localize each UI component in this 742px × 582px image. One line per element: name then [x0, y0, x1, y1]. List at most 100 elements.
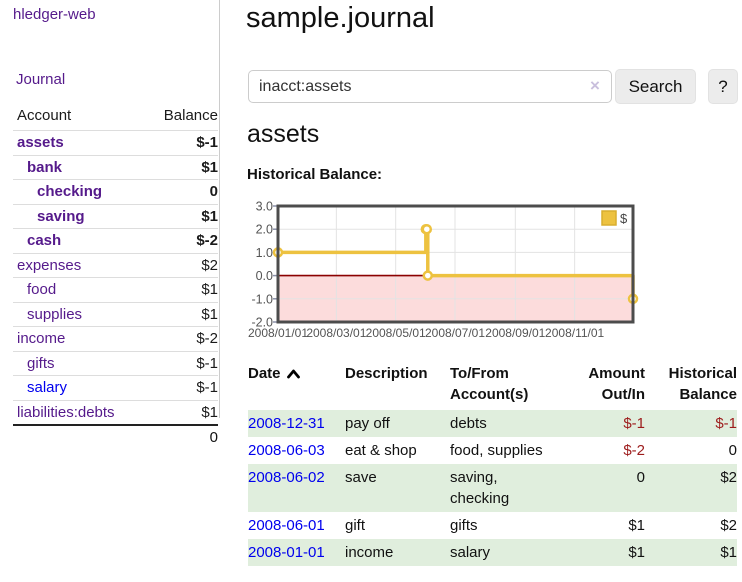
register-accounts: food, supplies [450, 442, 543, 459]
svg-text:0.0: 0.0 [256, 269, 273, 283]
account-row: income $-2 [13, 326, 218, 351]
clear-search-icon[interactable]: × [590, 76, 600, 95]
register-header-date[interactable]: Date [248, 363, 345, 410]
register-header-accounts: To/From Account(s) [450, 365, 529, 403]
register-balance: $1 [645, 539, 737, 566]
account-link-checking[interactable]: checking [37, 183, 103, 200]
account-row: supplies $1 [13, 301, 218, 327]
register-accounts: salary [450, 539, 565, 566]
register-description: save [345, 464, 450, 512]
svg-text:2008/07/01: 2008/07/01 [425, 326, 485, 340]
account-row: salary $-1 [13, 375, 218, 400]
accounts-col-header: Account [17, 107, 72, 124]
account-balance: $1 [143, 154, 218, 180]
register-description: income [345, 539, 450, 566]
register-accounts: saving, checking [450, 464, 565, 512]
accounts-total-value: 0 [143, 424, 218, 450]
register-amount: $-1 [565, 410, 645, 437]
search-button[interactable]: Search [615, 69, 696, 104]
register-balance: $2 [720, 517, 737, 534]
register-date-link[interactable]: 2008-01-01 [248, 544, 325, 561]
account-row: gifts $-1 [13, 350, 218, 376]
svg-text:2008/09/01: 2008/09/01 [485, 326, 545, 340]
account-balance: $1 [143, 277, 218, 302]
svg-text:2.0: 2.0 [256, 223, 273, 237]
register-amount: $-2 [623, 442, 645, 459]
register-amount: 0 [565, 464, 645, 512]
account-row: expenses $2 [13, 252, 218, 278]
account-link-cash[interactable]: cash [27, 232, 62, 249]
account-row: checking 0 [13, 179, 218, 204]
account-balance: $-1 [143, 375, 218, 400]
account-link-saving[interactable]: saving [37, 207, 85, 225]
account-link-salary[interactable]: salary [27, 379, 68, 396]
account-row: liabilities:debts $1 [13, 399, 218, 425]
account-row: bank $1 [13, 154, 218, 180]
account-balance: 0 [143, 179, 218, 204]
accounts-total-row: 0 [13, 424, 218, 450]
register-balance: $2 [645, 464, 737, 512]
sidebar-item-journal[interactable]: Journal [16, 71, 66, 88]
account-link-food[interactable]: food [27, 281, 57, 298]
account-link-expenses[interactable]: expenses [17, 256, 82, 274]
chart-section-label: Historical Balance: [247, 166, 383, 183]
register-row: 2008-12-31 pay off debts $-1 $-1 [248, 410, 737, 437]
svg-text:3.0: 3.0 [256, 200, 273, 214]
register-amount: $1 [628, 517, 645, 534]
help-button[interactable]: ? [708, 69, 738, 104]
account-link-gifts[interactable]: gifts [27, 354, 55, 372]
account-row: saving $1 [13, 203, 218, 229]
register-accounts: gifts [450, 517, 478, 534]
register-date-link[interactable]: 2008-06-01 [248, 517, 325, 534]
register-date-link[interactable]: 2008-06-02 [248, 469, 325, 486]
account-row: food $1 [13, 277, 218, 302]
account-link-supplies[interactable]: supplies [27, 305, 83, 323]
register-date-link[interactable]: 2008-06-03 [248, 442, 325, 459]
accounts-table: Account Balance assets $-1 bank $1 checking 0… [13, 104, 218, 450]
register-date-link[interactable]: 2008-12-31 [248, 415, 325, 432]
balance-chart: $3.0 2.0 1.0 0.0 -1.0 -2.0 2008/01/01 2008/03/0… [240, 198, 740, 348]
account-link-assets[interactable]: assets [17, 134, 64, 151]
register-description: gift [345, 517, 366, 534]
svg-text:$: $ [620, 211, 628, 226]
account-link-bank[interactable]: bank [27, 158, 63, 176]
account-balance: $-1 [143, 130, 218, 155]
register-balance: 0 [728, 442, 737, 459]
brand-link[interactable]: hledger-web [13, 6, 96, 23]
svg-text:1.0: 1.0 [256, 246, 273, 260]
account-balance: $1 [143, 399, 218, 425]
svg-text:2008/03/01: 2008/03/01 [306, 326, 366, 340]
account-row: cash $-2 [13, 228, 218, 253]
account-balance: $-2 [143, 326, 218, 351]
svg-text:-1.0: -1.0 [251, 292, 273, 306]
register-table: Date Description To/From Account(s) Amou… [248, 363, 737, 566]
register-balance: $-1 [645, 410, 737, 437]
svg-text:2008/11/01: 2008/11/01 [545, 326, 604, 340]
sort-asc-icon [286, 364, 301, 385]
register-row: 2008-01-01 income salary $1 $1 [248, 539, 737, 566]
register-description: pay off [345, 410, 450, 437]
account-balance: $2 [143, 252, 218, 278]
search-input[interactable] [248, 70, 612, 103]
register-description: eat & shop [345, 442, 417, 459]
register-header-description: Description [345, 365, 428, 382]
page-title: sample.journal [246, 2, 435, 34]
sidebar-divider [219, 0, 220, 418]
register-row: 2008-06-03 eat & shop food, supplies $-2 0 [248, 437, 737, 464]
account-row: assets $-1 [13, 130, 218, 155]
register-header-amount: Amount Out/In [588, 365, 645, 403]
register-row: 2008-06-01 gift gifts $1 $2 [248, 512, 737, 539]
account-link-liabilities-debts[interactable]: liabilities:debts [17, 403, 115, 421]
register-amount: $1 [565, 539, 645, 566]
account-balance: $-2 [143, 228, 218, 253]
balance-col-header: Balance [163, 107, 218, 124]
account-heading: assets [247, 120, 320, 148]
account-balance: $1 [143, 203, 218, 229]
register-accounts: debts [450, 410, 565, 437]
svg-text:2008/05/01: 2008/05/01 [366, 326, 426, 340]
account-balance: $1 [143, 301, 218, 327]
account-link-income[interactable]: income [17, 330, 66, 347]
svg-text:2008/01/01: 2008/01/01 [248, 326, 308, 340]
register-header-balance: Historical Balance [668, 365, 737, 403]
